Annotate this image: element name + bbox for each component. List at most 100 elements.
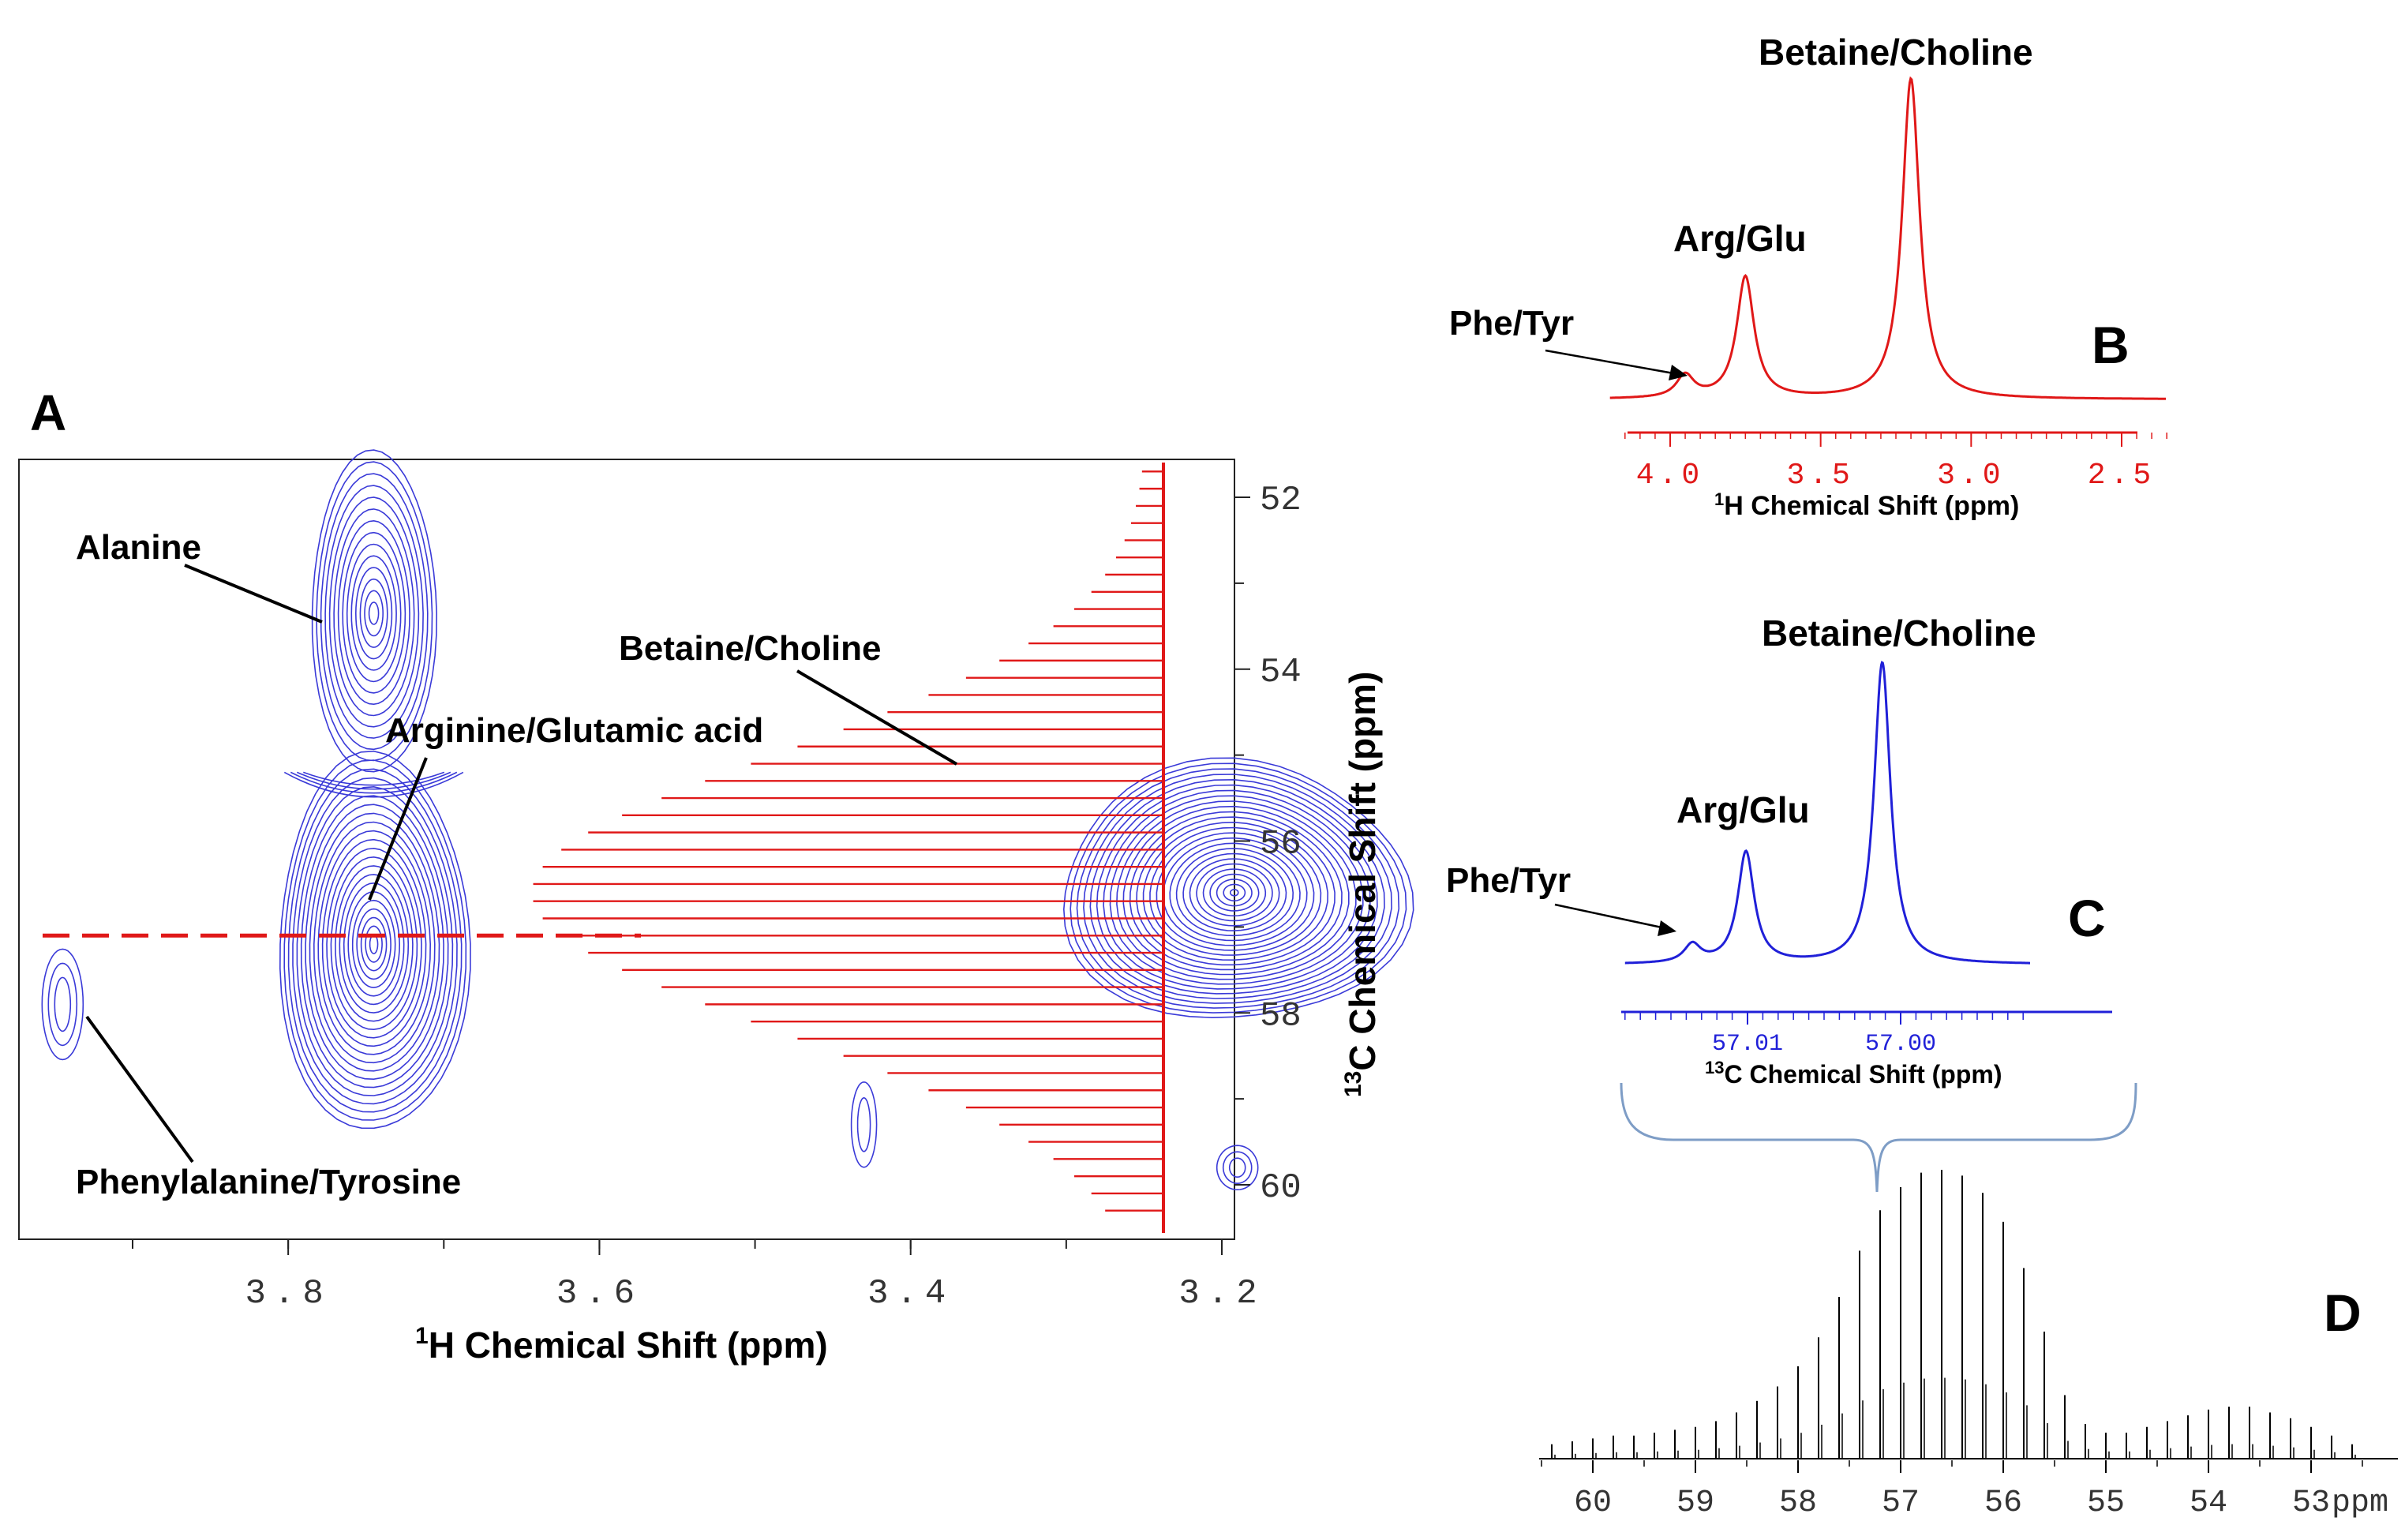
contour-bridge [290, 771, 458, 794]
contour-arginine-glutamic [351, 899, 396, 988]
panel-c-d-bracket [1620, 1082, 2137, 1193]
contour-arginine-glutamic [313, 821, 436, 1064]
contour-arginine-glutamic [321, 838, 427, 1047]
panel-d-x-axis: 60 59 58 57 56 55 54 53 ppm [1541, 1460, 2388, 1521]
contour-alanine [333, 508, 415, 717]
panel-a-y-tick-label: 54 [1260, 653, 1302, 692]
contour-betaine-choline [1209, 873, 1260, 912]
contour-minor-peak [1216, 1145, 1259, 1191]
panel-b-annotation-phe-tyr: Phe/Tyr [1449, 304, 1574, 343]
contour-minor-peak [1228, 1157, 1246, 1178]
annotation-arginine-glutamic: Arginine/Glutamic acid [385, 711, 763, 750]
annotation-alanine-pointer [184, 564, 323, 624]
contour-arginine-glutamic [300, 795, 449, 1088]
contour-betaine-choline [1142, 821, 1329, 961]
panel-d-x-tick-label: 53 [2292, 1486, 2330, 1521]
contour-bridge [296, 771, 451, 790]
contour-alanine [337, 519, 410, 706]
panel-a-y-tick-label: 60 [1260, 1168, 1302, 1208]
panel-b-x-axis: 4.0 3.5 3.0 2.5 [1624, 433, 2167, 493]
panel-c-x-axis: 57.01 57.00 [1624, 1012, 2024, 1058]
contour-arginine-glutamic [365, 925, 383, 963]
panel-a-projection [533, 463, 1165, 1233]
annotation-arginine-glutamic-pointer [368, 757, 428, 901]
contour-arginine-glutamic [287, 768, 463, 1113]
contour-phenylalanine-tyrosine [54, 976, 72, 1032]
contour-betaine-choline [1070, 763, 1407, 1014]
panel-c-letter: C [2068, 889, 2106, 947]
contour-arginine-glutamic [309, 812, 440, 1072]
panel-b: 4.0 3.5 3.0 2.5 1H Chemical Shift (ppm) B B… [1449, 32, 2167, 521]
panel-c-x-tick-label: 57.01 [1712, 1031, 1783, 1058]
panel-c-phe-tyr-arrowhead [1658, 920, 1676, 936]
panel-d-sticks [1551, 1170, 2356, 1459]
contour-alanine [342, 531, 406, 694]
contour-betaine-choline [1116, 800, 1357, 980]
contour-arginine-glutamic [326, 847, 422, 1039]
contour-arginine-glutamic [317, 830, 432, 1055]
panel-d-x-tick-label: 58 [1779, 1486, 1817, 1521]
panel-b-letter: B [2092, 316, 2130, 374]
annotation-phenylalanine-tyrosine: Phenylalanine/Tyrosine [76, 1163, 461, 1201]
contour-alanine [316, 461, 433, 762]
contour-arginine-glutamic [330, 856, 418, 1031]
contour-betaine-choline [1202, 868, 1267, 917]
annotation-betaine-choline-pointer [796, 669, 958, 766]
panel-a-x-label-text: H Chemical Shift (ppm) [429, 1325, 828, 1366]
panel-b-x-label: 1H Chemical Shift (ppm) [1714, 489, 2019, 521]
contour-betaine-choline [1089, 778, 1385, 999]
panel-a-y-label: 13C Chemical Shift (ppm) [1340, 672, 1383, 1097]
panel-d-x-tick-label: 54 [2190, 1486, 2227, 1521]
contour-betaine-choline [1156, 832, 1315, 951]
panel-b-x-tick-label: 2.5 [2088, 459, 2156, 493]
contour-minor-peak [1222, 1151, 1253, 1185]
panel-a-x-tick-label: 3.6 [556, 1274, 642, 1313]
contour-minor-peak [856, 1096, 871, 1152]
panel-b-x-label-text: H Chemical Shift (ppm) [1724, 491, 2019, 521]
panel-d-x-tick-label: 60 [1574, 1486, 1612, 1521]
contour-alanine [346, 543, 402, 683]
contour-alanine [324, 485, 424, 739]
contour-alanine [364, 590, 384, 637]
contour-arginine-glutamic [279, 750, 471, 1130]
panel-a-x-tick-label: 3.4 [867, 1274, 953, 1313]
contour-betaine-choline [1189, 858, 1280, 927]
panel-a-contours [41, 449, 1414, 1191]
contour-betaine-choline [1062, 757, 1414, 1019]
contour-betaine-choline [1083, 774, 1392, 1004]
contour-betaine-choline [1103, 789, 1371, 990]
panel-c: 57.01 57.00 13C Chemical Shift (ppm) C Be… [1446, 613, 2112, 1088]
panel-a-y-label-text: C Chemical Shift (ppm) [1342, 672, 1383, 1071]
contour-bridge [283, 771, 464, 798]
contour-alanine [368, 601, 380, 625]
contour-arginine-glutamic [360, 916, 388, 972]
panel-c-annotation-betaine-choline: Betaine/Choline [1762, 613, 2036, 654]
contour-betaine-choline [1096, 784, 1378, 995]
panel-b-x-tick-label: 3.5 [1786, 459, 1854, 493]
contour-alanine [320, 473, 429, 751]
panel-c-x-label-sup: 13 [1705, 1058, 1724, 1077]
panel-d-x-unit-label: ppm [2332, 1486, 2388, 1521]
contour-phenylalanine-tyrosine [47, 962, 78, 1047]
contour-arginine-glutamic [292, 777, 458, 1105]
annotation-alanine: Alanine [76, 528, 201, 567]
contour-phenylalanine-tyrosine [41, 948, 84, 1061]
contour-betaine-choline [1136, 816, 1335, 966]
panel-a: A 3.8 3.6 3.4 3.2 52 54 56 58 60 1H Chemical Sh… [18, 384, 1414, 1366]
panel-a-frame [18, 459, 1235, 1240]
contour-betaine-choline [1109, 795, 1364, 985]
panel-a-x-axis: 3.8 3.6 3.4 3.2 [132, 1239, 1257, 1313]
contour-betaine-choline [1129, 811, 1343, 971]
annotation-phenylalanine-tyrosine-pointer [85, 1015, 194, 1163]
contour-arginine-glutamic [305, 804, 444, 1081]
panel-a-y-tick-label: 56 [1260, 825, 1302, 864]
panel-b-spectrum-line [1609, 76, 2166, 400]
contour-betaine-choline [1169, 842, 1301, 942]
panel-c-spectrum-line [1624, 661, 2030, 965]
panel-d-x-tick-label: 57 [1882, 1486, 1920, 1521]
panel-d-x-tick-label: 56 [1984, 1486, 2022, 1521]
contour-alanine [328, 496, 420, 728]
contour-arginine-glutamic [296, 785, 454, 1096]
panel-a-y-tick-label: 52 [1260, 481, 1302, 520]
